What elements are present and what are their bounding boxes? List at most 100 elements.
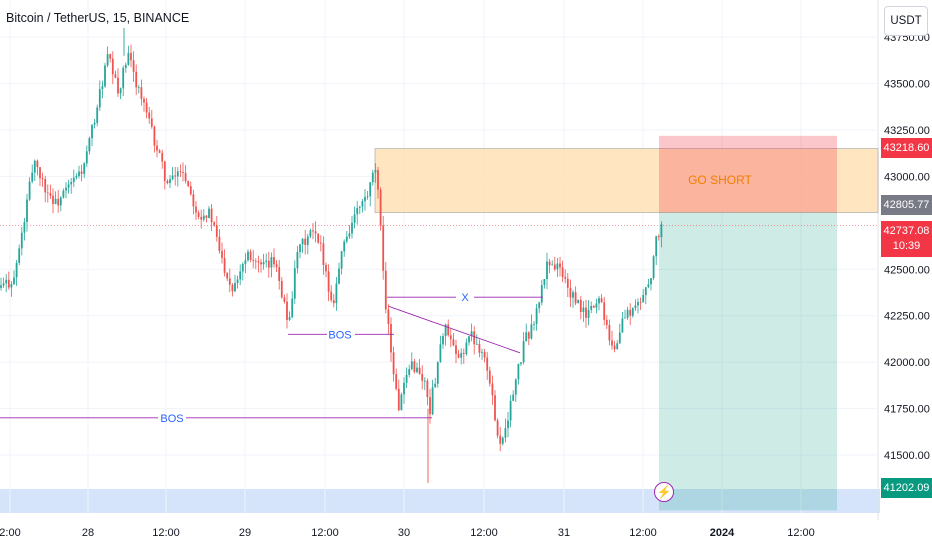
candle-body bbox=[52, 195, 54, 204]
candle-body bbox=[249, 251, 252, 260]
candle-body bbox=[600, 298, 603, 303]
candle-body bbox=[189, 186, 192, 195]
candle-body bbox=[408, 369, 411, 375]
candle-body bbox=[278, 267, 281, 281]
candle-body bbox=[624, 317, 626, 319]
candle-body bbox=[364, 196, 366, 202]
candle-body bbox=[234, 283, 236, 292]
candle-body bbox=[0, 285, 2, 288]
candle-body bbox=[117, 77, 119, 94]
candle-body bbox=[150, 118, 153, 127]
lightning-icon[interactable]: ⚡ bbox=[654, 482, 674, 502]
x-tick-label: 12:00 bbox=[470, 527, 498, 539]
candle-body bbox=[153, 126, 156, 146]
candle-body bbox=[343, 241, 346, 252]
candle-body bbox=[70, 182, 73, 185]
candle-body bbox=[483, 351, 486, 358]
candle-body bbox=[46, 192, 49, 194]
candle-body bbox=[410, 361, 413, 370]
candle-body bbox=[20, 232, 23, 249]
candle-body bbox=[507, 420, 509, 429]
trend-line bbox=[388, 306, 521, 354]
stop-zone bbox=[659, 135, 837, 213]
candle-body bbox=[223, 258, 226, 273]
candle-body bbox=[221, 250, 223, 259]
bos-label: BOS bbox=[160, 413, 183, 425]
candle-body bbox=[254, 260, 257, 262]
candle-body bbox=[262, 262, 265, 265]
candle-body bbox=[366, 196, 369, 197]
candle-body bbox=[15, 262, 18, 278]
candle-body bbox=[392, 352, 395, 375]
candle-body bbox=[312, 230, 314, 232]
x-tick-label: 29 bbox=[239, 527, 251, 539]
x-tick-label: 2024 bbox=[710, 527, 735, 539]
candle-body bbox=[525, 332, 528, 342]
candle-body bbox=[291, 298, 294, 318]
candle-body bbox=[143, 98, 145, 103]
candle-body bbox=[135, 71, 138, 88]
countdown-timer: 10:39 bbox=[892, 240, 921, 252]
x-tick-label: 31 bbox=[558, 527, 570, 539]
candle-body bbox=[293, 268, 296, 299]
candle-body bbox=[192, 194, 195, 207]
candle-body bbox=[33, 160, 36, 173]
candle-body bbox=[660, 224, 663, 238]
candle-body bbox=[23, 222, 26, 233]
candle-body bbox=[546, 261, 548, 280]
candle-body bbox=[512, 394, 515, 401]
candle-body bbox=[465, 342, 468, 355]
candle-body bbox=[574, 292, 577, 304]
x-tick-label: 2:00 bbox=[0, 527, 21, 539]
candle-body bbox=[75, 176, 78, 178]
candle-body bbox=[564, 276, 567, 279]
candle-body bbox=[556, 263, 559, 270]
candle-body bbox=[540, 285, 543, 303]
candle-body bbox=[468, 336, 470, 343]
candle-body bbox=[314, 231, 317, 234]
candle-body bbox=[67, 184, 70, 188]
candle-body bbox=[603, 302, 606, 320]
candle-body bbox=[587, 309, 590, 318]
candle-body bbox=[486, 357, 489, 371]
y-tick-label: 41750.00 bbox=[884, 404, 930, 416]
candle-body bbox=[590, 305, 593, 310]
candle-body bbox=[280, 280, 283, 298]
candle-body bbox=[449, 335, 452, 340]
candle-body bbox=[156, 145, 158, 151]
candle-body bbox=[215, 225, 218, 237]
candle-body bbox=[429, 397, 431, 415]
candle-body bbox=[273, 257, 275, 265]
candle-body bbox=[59, 197, 62, 206]
candle-body bbox=[374, 170, 377, 173]
candle-body bbox=[145, 102, 148, 113]
y-tick-label: 43000.00 bbox=[884, 171, 930, 183]
candle-body bbox=[533, 323, 535, 325]
candle-body bbox=[228, 278, 231, 285]
candle-body bbox=[395, 374, 398, 389]
candle-body bbox=[460, 353, 463, 358]
candle-body bbox=[213, 222, 216, 226]
entry-price-label: 42805.77 bbox=[881, 195, 932, 215]
candle-body bbox=[655, 236, 658, 257]
candle-body bbox=[132, 60, 135, 72]
candle-body bbox=[595, 303, 598, 308]
candle-body bbox=[371, 172, 374, 183]
y-tick-label: 42250.00 bbox=[884, 311, 930, 323]
candle-body bbox=[527, 332, 530, 339]
candle-body bbox=[36, 160, 39, 168]
candle-body bbox=[384, 270, 387, 310]
candle-body bbox=[106, 54, 109, 66]
currency-button[interactable]: USDT bbox=[884, 6, 928, 36]
candle-body bbox=[405, 374, 408, 383]
candle-body bbox=[236, 279, 239, 284]
candle-body bbox=[176, 171, 179, 177]
candle-body bbox=[551, 264, 554, 266]
candle-body bbox=[413, 361, 416, 373]
candle-body bbox=[301, 238, 304, 245]
candle-body bbox=[418, 367, 421, 374]
candle-body bbox=[444, 324, 447, 337]
candle-body bbox=[7, 279, 10, 288]
candle-body bbox=[608, 324, 611, 341]
